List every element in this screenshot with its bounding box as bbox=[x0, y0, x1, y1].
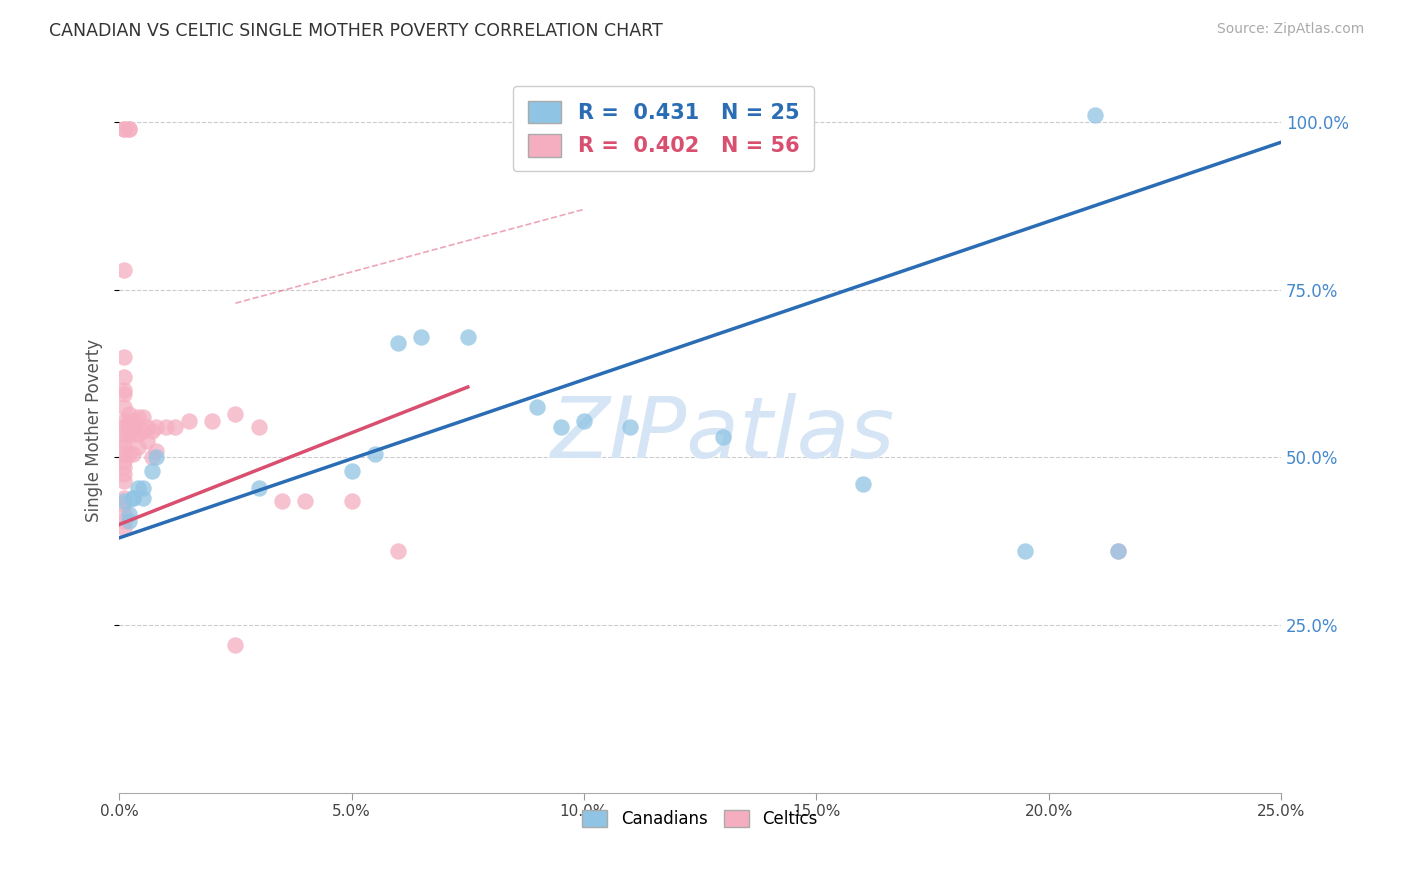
Point bbox=[112, 370, 135, 384]
Point bbox=[364, 447, 387, 461]
Point bbox=[112, 386, 135, 401]
Text: ZIPatlas: ZIPatlas bbox=[551, 392, 896, 475]
Point bbox=[131, 481, 153, 495]
Point bbox=[145, 450, 167, 465]
Point bbox=[127, 426, 149, 441]
Point bbox=[224, 638, 246, 652]
Point bbox=[136, 420, 159, 434]
Point bbox=[127, 410, 149, 425]
Point bbox=[112, 434, 135, 448]
Point bbox=[141, 464, 163, 478]
Point bbox=[112, 447, 135, 461]
Point bbox=[550, 420, 572, 434]
Point bbox=[247, 420, 270, 434]
Point bbox=[141, 424, 163, 438]
Point bbox=[122, 447, 145, 461]
Legend: Canadians, Celtics: Canadians, Celtics bbox=[575, 804, 824, 835]
Point bbox=[340, 464, 363, 478]
Point bbox=[117, 508, 139, 522]
Point bbox=[340, 494, 363, 508]
Point bbox=[224, 407, 246, 421]
Y-axis label: Single Mother Poverty: Single Mother Poverty bbox=[86, 339, 103, 522]
Point bbox=[112, 508, 135, 522]
Point bbox=[117, 447, 139, 461]
Point bbox=[117, 407, 139, 421]
Point bbox=[711, 430, 734, 444]
Point bbox=[122, 491, 145, 505]
Point bbox=[112, 467, 135, 482]
Point bbox=[387, 336, 409, 351]
Point bbox=[411, 329, 433, 343]
Point bbox=[112, 491, 135, 505]
Point bbox=[136, 434, 159, 448]
Point bbox=[112, 497, 135, 511]
Point bbox=[117, 420, 139, 434]
Point bbox=[145, 443, 167, 458]
Point bbox=[131, 491, 153, 505]
Point bbox=[122, 491, 145, 505]
Point bbox=[112, 474, 135, 488]
Point bbox=[163, 420, 186, 434]
Point bbox=[1014, 544, 1036, 558]
Point bbox=[112, 420, 135, 434]
Point bbox=[1107, 544, 1129, 558]
Point bbox=[112, 460, 135, 475]
Point bbox=[1107, 544, 1129, 558]
Point bbox=[141, 450, 163, 465]
Point bbox=[112, 494, 135, 508]
Point bbox=[852, 477, 875, 491]
Point bbox=[127, 441, 149, 455]
Point bbox=[112, 521, 135, 535]
Point bbox=[572, 413, 595, 427]
Point bbox=[145, 420, 167, 434]
Point bbox=[112, 350, 135, 364]
Point bbox=[387, 544, 409, 558]
Point bbox=[294, 494, 316, 508]
Point bbox=[619, 420, 641, 434]
Text: CANADIAN VS CELTIC SINGLE MOTHER POVERTY CORRELATION CHART: CANADIAN VS CELTIC SINGLE MOTHER POVERTY… bbox=[49, 22, 664, 40]
Point bbox=[112, 413, 135, 427]
Point bbox=[457, 329, 479, 343]
Point bbox=[112, 400, 135, 414]
Point bbox=[117, 426, 139, 441]
Point bbox=[122, 413, 145, 427]
Point bbox=[177, 413, 200, 427]
Point bbox=[117, 121, 139, 136]
Point bbox=[112, 384, 135, 398]
Point bbox=[122, 420, 145, 434]
Point bbox=[131, 424, 153, 438]
Point bbox=[117, 514, 139, 528]
Point bbox=[526, 400, 548, 414]
Text: Source: ZipAtlas.com: Source: ZipAtlas.com bbox=[1216, 22, 1364, 37]
Point bbox=[131, 410, 153, 425]
Point bbox=[247, 481, 270, 495]
Point bbox=[201, 413, 224, 427]
Point bbox=[112, 454, 135, 468]
Point bbox=[127, 481, 149, 495]
Point bbox=[112, 262, 135, 277]
Point bbox=[122, 426, 145, 441]
Point bbox=[117, 121, 139, 136]
Point bbox=[112, 121, 135, 136]
Point bbox=[271, 494, 294, 508]
Point bbox=[112, 426, 135, 441]
Point bbox=[155, 420, 177, 434]
Point bbox=[117, 413, 139, 427]
Point bbox=[112, 514, 135, 528]
Point bbox=[1084, 108, 1107, 122]
Point bbox=[112, 441, 135, 455]
Point bbox=[112, 121, 135, 136]
